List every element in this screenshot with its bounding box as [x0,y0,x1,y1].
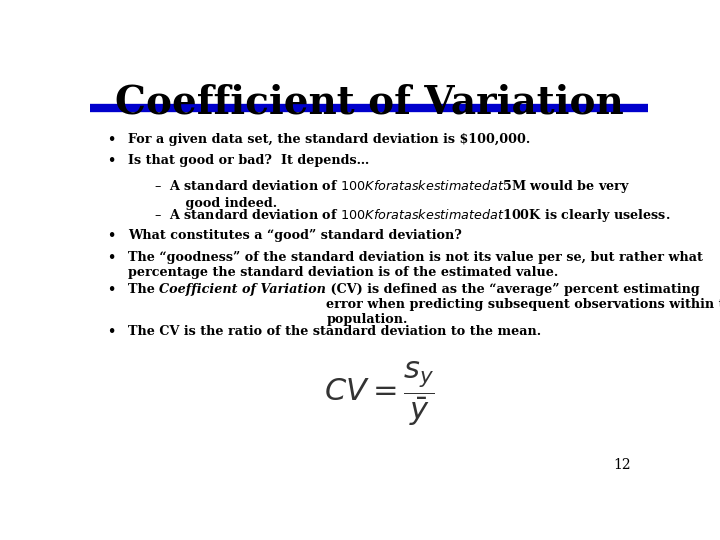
Text: •: • [107,282,115,296]
Text: Is that good or bad?  It depends…: Is that good or bad? It depends… [128,154,369,167]
Text: •: • [107,133,115,146]
Text: For a given data set, the standard deviation is $100,000.: For a given data set, the standard devia… [128,133,530,146]
Text: •: • [107,251,115,264]
Text: The: The [128,282,159,296]
Text: $\mathit{CV} = \dfrac{s_y}{\bar{y}}$: $\mathit{CV} = \dfrac{s_y}{\bar{y}}$ [324,359,436,428]
Text: •: • [107,228,115,241]
Text: •: • [107,154,115,167]
Text: The “goodness” of the standard deviation is not its value per se, but rather wha: The “goodness” of the standard deviation… [128,251,703,279]
Text: (CV) is defined as the “average” percent estimating
error when predicting subseq: (CV) is defined as the “average” percent… [326,282,720,326]
Text: 12: 12 [613,458,631,472]
Text: The CV is the ratio of the standard deviation to the mean.: The CV is the ratio of the standard devi… [128,325,541,338]
Text: –  A standard deviation of $100K for a task estimated at $5M would be very
     : – A standard deviation of $100K for a ta… [154,178,630,210]
Text: Coefficient of Variation: Coefficient of Variation [114,84,624,122]
Text: Coefficient of Variation: Coefficient of Variation [159,282,326,296]
Text: •: • [107,325,115,338]
Text: What constitutes a “good” standard deviation?: What constitutes a “good” standard devia… [128,228,462,241]
Text: –  A standard deviation of $100K for a task estimated at $100K is clearly useles: – A standard deviation of $100K for a ta… [154,207,670,225]
